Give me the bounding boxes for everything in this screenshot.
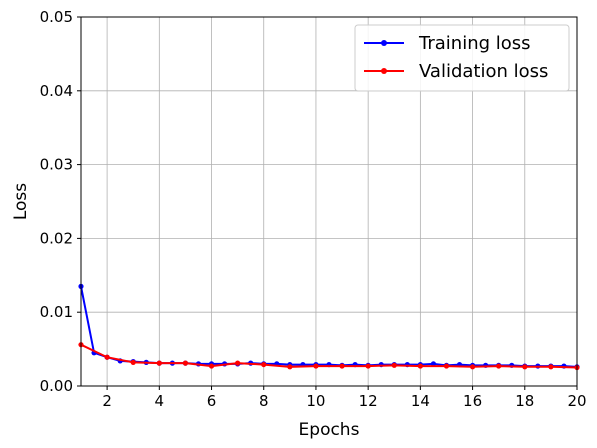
legend: Training loss Validation loss — [354, 24, 570, 92]
x-axis-label: Epochs — [299, 420, 360, 440]
x-tick-label: 16 — [463, 392, 482, 410]
y-tick-label: 0.02 — [40, 229, 73, 247]
legend-marker-validation-loss — [381, 68, 387, 74]
x-tick-label: 8 — [259, 392, 269, 410]
data-point-validation-loss — [496, 363, 502, 369]
legend-entry-training-loss: Training loss — [364, 33, 531, 54]
x-tick-label: 20 — [567, 392, 586, 410]
data-point-validation-loss — [391, 362, 397, 368]
legend-marker-training-loss — [381, 40, 387, 46]
x-tick-label: 2 — [102, 392, 112, 410]
data-point-validation-loss — [469, 364, 476, 370]
data-point-validation-loss — [104, 354, 110, 360]
y-tick-label: 0.01 — [40, 303, 73, 321]
legend-label-validation-loss: Validation loss — [419, 61, 548, 82]
legend-box — [354, 24, 570, 92]
x-axis-ticks: 2 4 6 8 10 12 14 16 18 20 — [102, 386, 587, 410]
plot-frame — [80, 16, 578, 387]
data-point-validation-loss — [548, 364, 554, 370]
data-point-validation-loss — [313, 363, 319, 369]
data-point-validation-loss — [443, 363, 450, 369]
data-point-validation-loss — [417, 363, 423, 369]
data-point-validation-loss — [182, 360, 189, 366]
data-point-validation-loss — [365, 363, 371, 369]
y-tick-label: 0.03 — [40, 156, 73, 174]
data-point-validation-loss — [208, 363, 215, 369]
data-point-validation-loss — [522, 364, 528, 370]
y-axis-ticks: 0.00 0.01 0.02 0.03 0.04 0.05 — [40, 8, 81, 395]
y-tick-label: 0.04 — [40, 82, 73, 100]
x-tick-label: 10 — [306, 392, 325, 410]
series-validation-loss — [78, 342, 580, 371]
y-tick-label: 0.00 — [40, 377, 73, 395]
x-tick-label: 4 — [155, 392, 165, 410]
y-tick-label: 0.05 — [40, 8, 73, 26]
data-point-validation-loss — [156, 360, 162, 366]
x-tick-label: 6 — [207, 392, 217, 410]
x-tick-label: 14 — [411, 392, 430, 410]
data-point-validation-loss — [261, 361, 267, 368]
series-line-validation-loss — [80, 343, 578, 369]
x-tick-label: 18 — [515, 392, 534, 410]
x-tick-label: 12 — [359, 392, 378, 410]
legend-entry-validation-loss: Validation loss — [364, 61, 548, 82]
data-point-validation-loss — [235, 360, 241, 366]
data-point-validation-loss — [130, 359, 136, 365]
y-axis-label: Loss — [11, 183, 31, 220]
legend-label-training-loss: Training loss — [418, 33, 531, 54]
data-point-validation-loss — [339, 363, 345, 369]
data-point-validation-loss — [287, 364, 293, 370]
